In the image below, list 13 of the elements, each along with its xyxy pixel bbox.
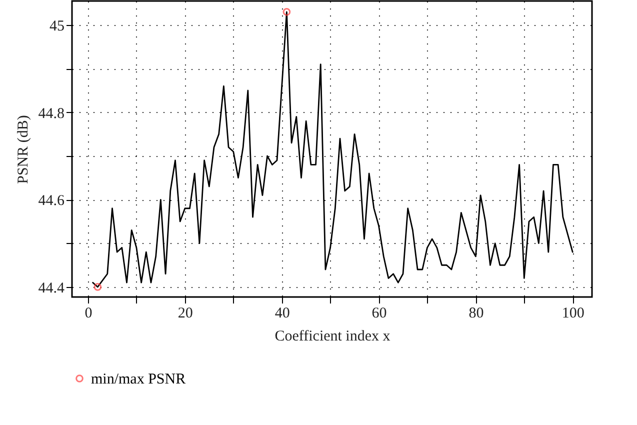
y-tick-label: 44.4 bbox=[38, 280, 65, 296]
x-axis-title: Coefficient index x bbox=[274, 328, 391, 344]
x-tick-label: 0 bbox=[84, 306, 92, 322]
y-axis-title: PSNR (dB) bbox=[15, 115, 32, 184]
y-tick-label: 45 bbox=[50, 18, 64, 35]
legend-label: min/max PSNR bbox=[91, 372, 186, 388]
y-tick-label: 44.8 bbox=[38, 106, 64, 122]
x-tick-label: 20 bbox=[178, 306, 193, 322]
x-tick-label: 100 bbox=[562, 306, 584, 322]
y-tick-label: 44.6 bbox=[38, 193, 65, 210]
x-tick-label: 40 bbox=[274, 306, 290, 322]
x-tick-label: 60 bbox=[372, 306, 387, 322]
x-tick-label: 80 bbox=[468, 306, 484, 322]
